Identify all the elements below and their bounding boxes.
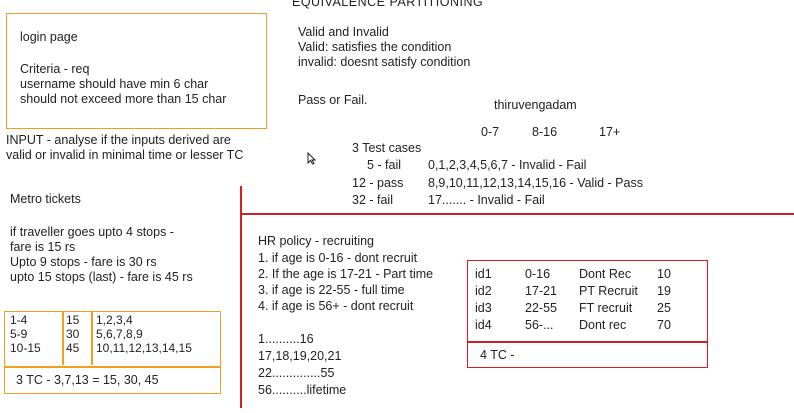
stops-cell: 10-15 bbox=[10, 341, 41, 355]
action-cell: Dont Rec bbox=[579, 267, 632, 281]
partition-label: 8-16 bbox=[532, 125, 558, 139]
test-case-label: 32 - fail bbox=[352, 193, 393, 207]
age-cell: 22-55 bbox=[525, 301, 557, 315]
definition-line: invalid: doesnt satisfy condition bbox=[298, 55, 471, 69]
hr-row-divider bbox=[467, 341, 708, 343]
values-cell: 1,2,3,4 bbox=[96, 313, 133, 327]
range-line: 22..............55 bbox=[258, 366, 335, 380]
metro-line: upto 15 stops (last) - fare is 45 rs bbox=[10, 270, 193, 284]
id-cell: id3 bbox=[475, 301, 492, 315]
definition-line: Valid: satisfies the condition bbox=[298, 40, 452, 54]
table-row: 5-9 30 5,6,7,8,9 bbox=[6, 327, 198, 341]
hr-rules: 1. if age is 0-16 - dont recruit 2. If t… bbox=[258, 250, 433, 314]
test-case-label: 5 - fail bbox=[367, 158, 402, 172]
stops-cell: 5-9 bbox=[10, 327, 28, 341]
metro-col-divider bbox=[91, 311, 93, 365]
action-cell: FT recruit bbox=[579, 301, 633, 315]
valid-invalid-notes: Valid and Invalid Valid: satisfies the c… bbox=[298, 25, 470, 70]
table-row: 1-4 15 1,2,3,4 bbox=[6, 313, 198, 327]
metro-rules: if traveller goes upto 4 stops - fare is… bbox=[10, 225, 193, 285]
fare-cell: 15 bbox=[66, 313, 80, 327]
id-cell: id4 bbox=[475, 318, 492, 332]
age-cell: 0-16 bbox=[525, 267, 551, 281]
partition-label: 0-7 bbox=[481, 125, 500, 139]
test-cases-heading: 3 Test cases bbox=[352, 141, 422, 155]
hr-line: 4. if age is 56+ - dont recruit bbox=[258, 299, 414, 313]
metro-heading: Metro tickets bbox=[10, 192, 81, 206]
range-line: 1..........16 bbox=[258, 332, 314, 346]
action-cell: Dont rec bbox=[579, 318, 627, 332]
metro-line: if traveller goes upto 4 stops - bbox=[10, 225, 174, 239]
test-case-detail: 0,1,2,3,4,5,6,7 - Invalid - Fail bbox=[428, 158, 587, 172]
table-row: id4 56-... Dont rec 70 bbox=[471, 317, 677, 334]
fare-cell: 30 bbox=[66, 327, 80, 341]
login-line: should not exceed more than 15 char bbox=[20, 92, 227, 106]
id-cell: id2 bbox=[475, 284, 492, 298]
metro-row-divider bbox=[4, 366, 221, 368]
login-criteria: Criteria - req username should have min … bbox=[20, 62, 226, 107]
divider-vertical bbox=[240, 186, 242, 408]
values-cell: 10,11,12,13,14,15 bbox=[96, 341, 192, 355]
hr-line: 3. if age is 22-55 - full time bbox=[258, 283, 405, 297]
hr-heading: HR policy - recruiting bbox=[258, 234, 375, 248]
example-cell: 10 bbox=[657, 267, 671, 281]
metro-col-divider bbox=[62, 311, 64, 365]
example-cell: 25 bbox=[657, 301, 671, 315]
range-line: 56..........lifetime bbox=[258, 383, 347, 397]
example-cell: 70 bbox=[657, 318, 671, 332]
age-cell: 56-... bbox=[525, 318, 554, 332]
table-row: id3 22-55 FT recruit 25 bbox=[471, 300, 677, 317]
definition-line: Valid and Invalid bbox=[298, 25, 389, 39]
range-line: 17,18,19,20,21 bbox=[258, 349, 342, 363]
login-line: Criteria - req bbox=[20, 62, 90, 76]
test-case-detail: 17....... - Invalid - Fail bbox=[428, 193, 545, 207]
input-note-line: INPUT - analyse if the inputs derived ar… bbox=[6, 133, 231, 147]
input-note: INPUT - analyse if the inputs derived ar… bbox=[6, 133, 243, 163]
fare-cell: 45 bbox=[66, 341, 80, 355]
id-cell: id1 bbox=[475, 267, 492, 281]
hr-table-box bbox=[467, 260, 708, 368]
login-line: username should have min 6 char bbox=[20, 77, 209, 91]
mouse-pointer-icon bbox=[307, 152, 316, 165]
table-row: id1 0-16 Dont Rec 10 bbox=[471, 266, 677, 283]
action-cell: PT Recruit bbox=[579, 284, 638, 298]
table-row: id2 17-21 PT Recruit 19 bbox=[471, 283, 677, 300]
login-box bbox=[6, 13, 267, 129]
hr-ranges: 1..........16 17,18,19,20,21 22.........… bbox=[258, 331, 346, 399]
metro-table-box bbox=[4, 311, 221, 394]
hr-summary: 4 TC - bbox=[480, 348, 515, 362]
hr-line: 1. if age is 0-16 - dont recruit bbox=[258, 251, 418, 265]
metro-table: 1-4 15 1,2,3,4 5-9 30 5,6,7,8,9 10-15 45… bbox=[6, 313, 198, 355]
metro-line: Upto 9 stops - fare is 30 rs bbox=[10, 255, 157, 269]
example-cell: 19 bbox=[657, 284, 671, 298]
input-note-line: valid or invalid in minimal time or less… bbox=[6, 148, 244, 162]
age-cell: 17-21 bbox=[525, 284, 557, 298]
partition-label: 17+ bbox=[599, 125, 621, 139]
author-name: thiruvengadam bbox=[494, 98, 577, 112]
divider-horizontal bbox=[240, 213, 794, 215]
test-case-detail: 8,9,10,11,12,13,14,15,16 - Valid - Pass bbox=[428, 176, 643, 190]
login-heading: login page bbox=[20, 30, 78, 44]
page-title: EQUIVALENCE PARTITIONING bbox=[292, 0, 484, 9]
table-row: 10-15 45 10,11,12,13,14,15 bbox=[6, 341, 198, 355]
metro-summary: 3 TC - 3,7,13 = 15, 30, 45 bbox=[16, 373, 159, 387]
hr-table: id1 0-16 Dont Rec 10 id2 17-21 PT Recrui… bbox=[471, 266, 677, 334]
metro-line: fare is 15 rs bbox=[10, 240, 76, 254]
pass-fail-label: Pass or Fail. bbox=[298, 93, 368, 107]
hr-line: 2. If the age is 17-21 - Part time bbox=[258, 267, 434, 281]
stops-cell: 1-4 bbox=[10, 313, 28, 327]
test-case-label: 12 - pass bbox=[352, 176, 404, 190]
values-cell: 5,6,7,8,9 bbox=[96, 327, 143, 341]
